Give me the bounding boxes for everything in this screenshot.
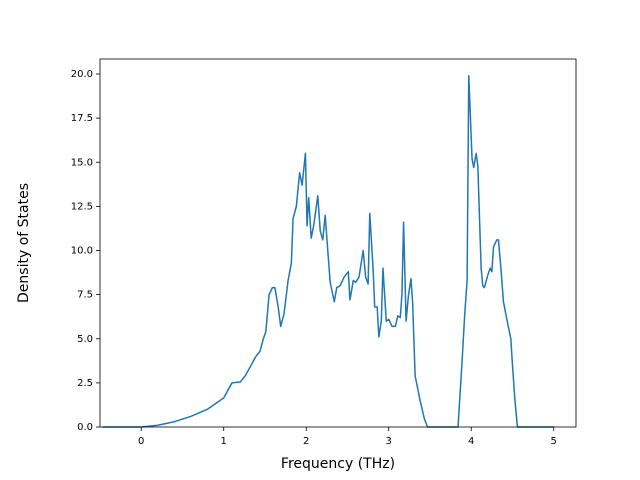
y-tick-label: 0.0	[77, 422, 93, 433]
x-axis-label: Frequency (THz)	[281, 456, 395, 472]
data-line	[102, 75, 554, 428]
y-tick-label: 15.0	[71, 157, 93, 168]
y-tick-label: 10.0	[71, 246, 93, 257]
y-tick-label: 20.0	[71, 69, 93, 80]
y-tick-label: 5.0	[77, 334, 93, 345]
y-axis-label: Density of States	[16, 183, 32, 303]
y-tick-label: 12.5	[71, 201, 93, 212]
y-tick-label: 17.5	[71, 113, 93, 124]
y-tick-label: 7.5	[77, 290, 93, 301]
x-tick-label: 3	[386, 436, 392, 447]
y-tick-label: 2.5	[77, 378, 93, 389]
x-tick-label: 5	[551, 436, 557, 447]
x-tick-label: 1	[221, 436, 227, 447]
x-tick-label: 4	[468, 436, 474, 447]
plot-frame	[99, 58, 577, 428]
x-tick-label: 0	[138, 436, 144, 447]
x-tick-label: 2	[303, 436, 309, 447]
